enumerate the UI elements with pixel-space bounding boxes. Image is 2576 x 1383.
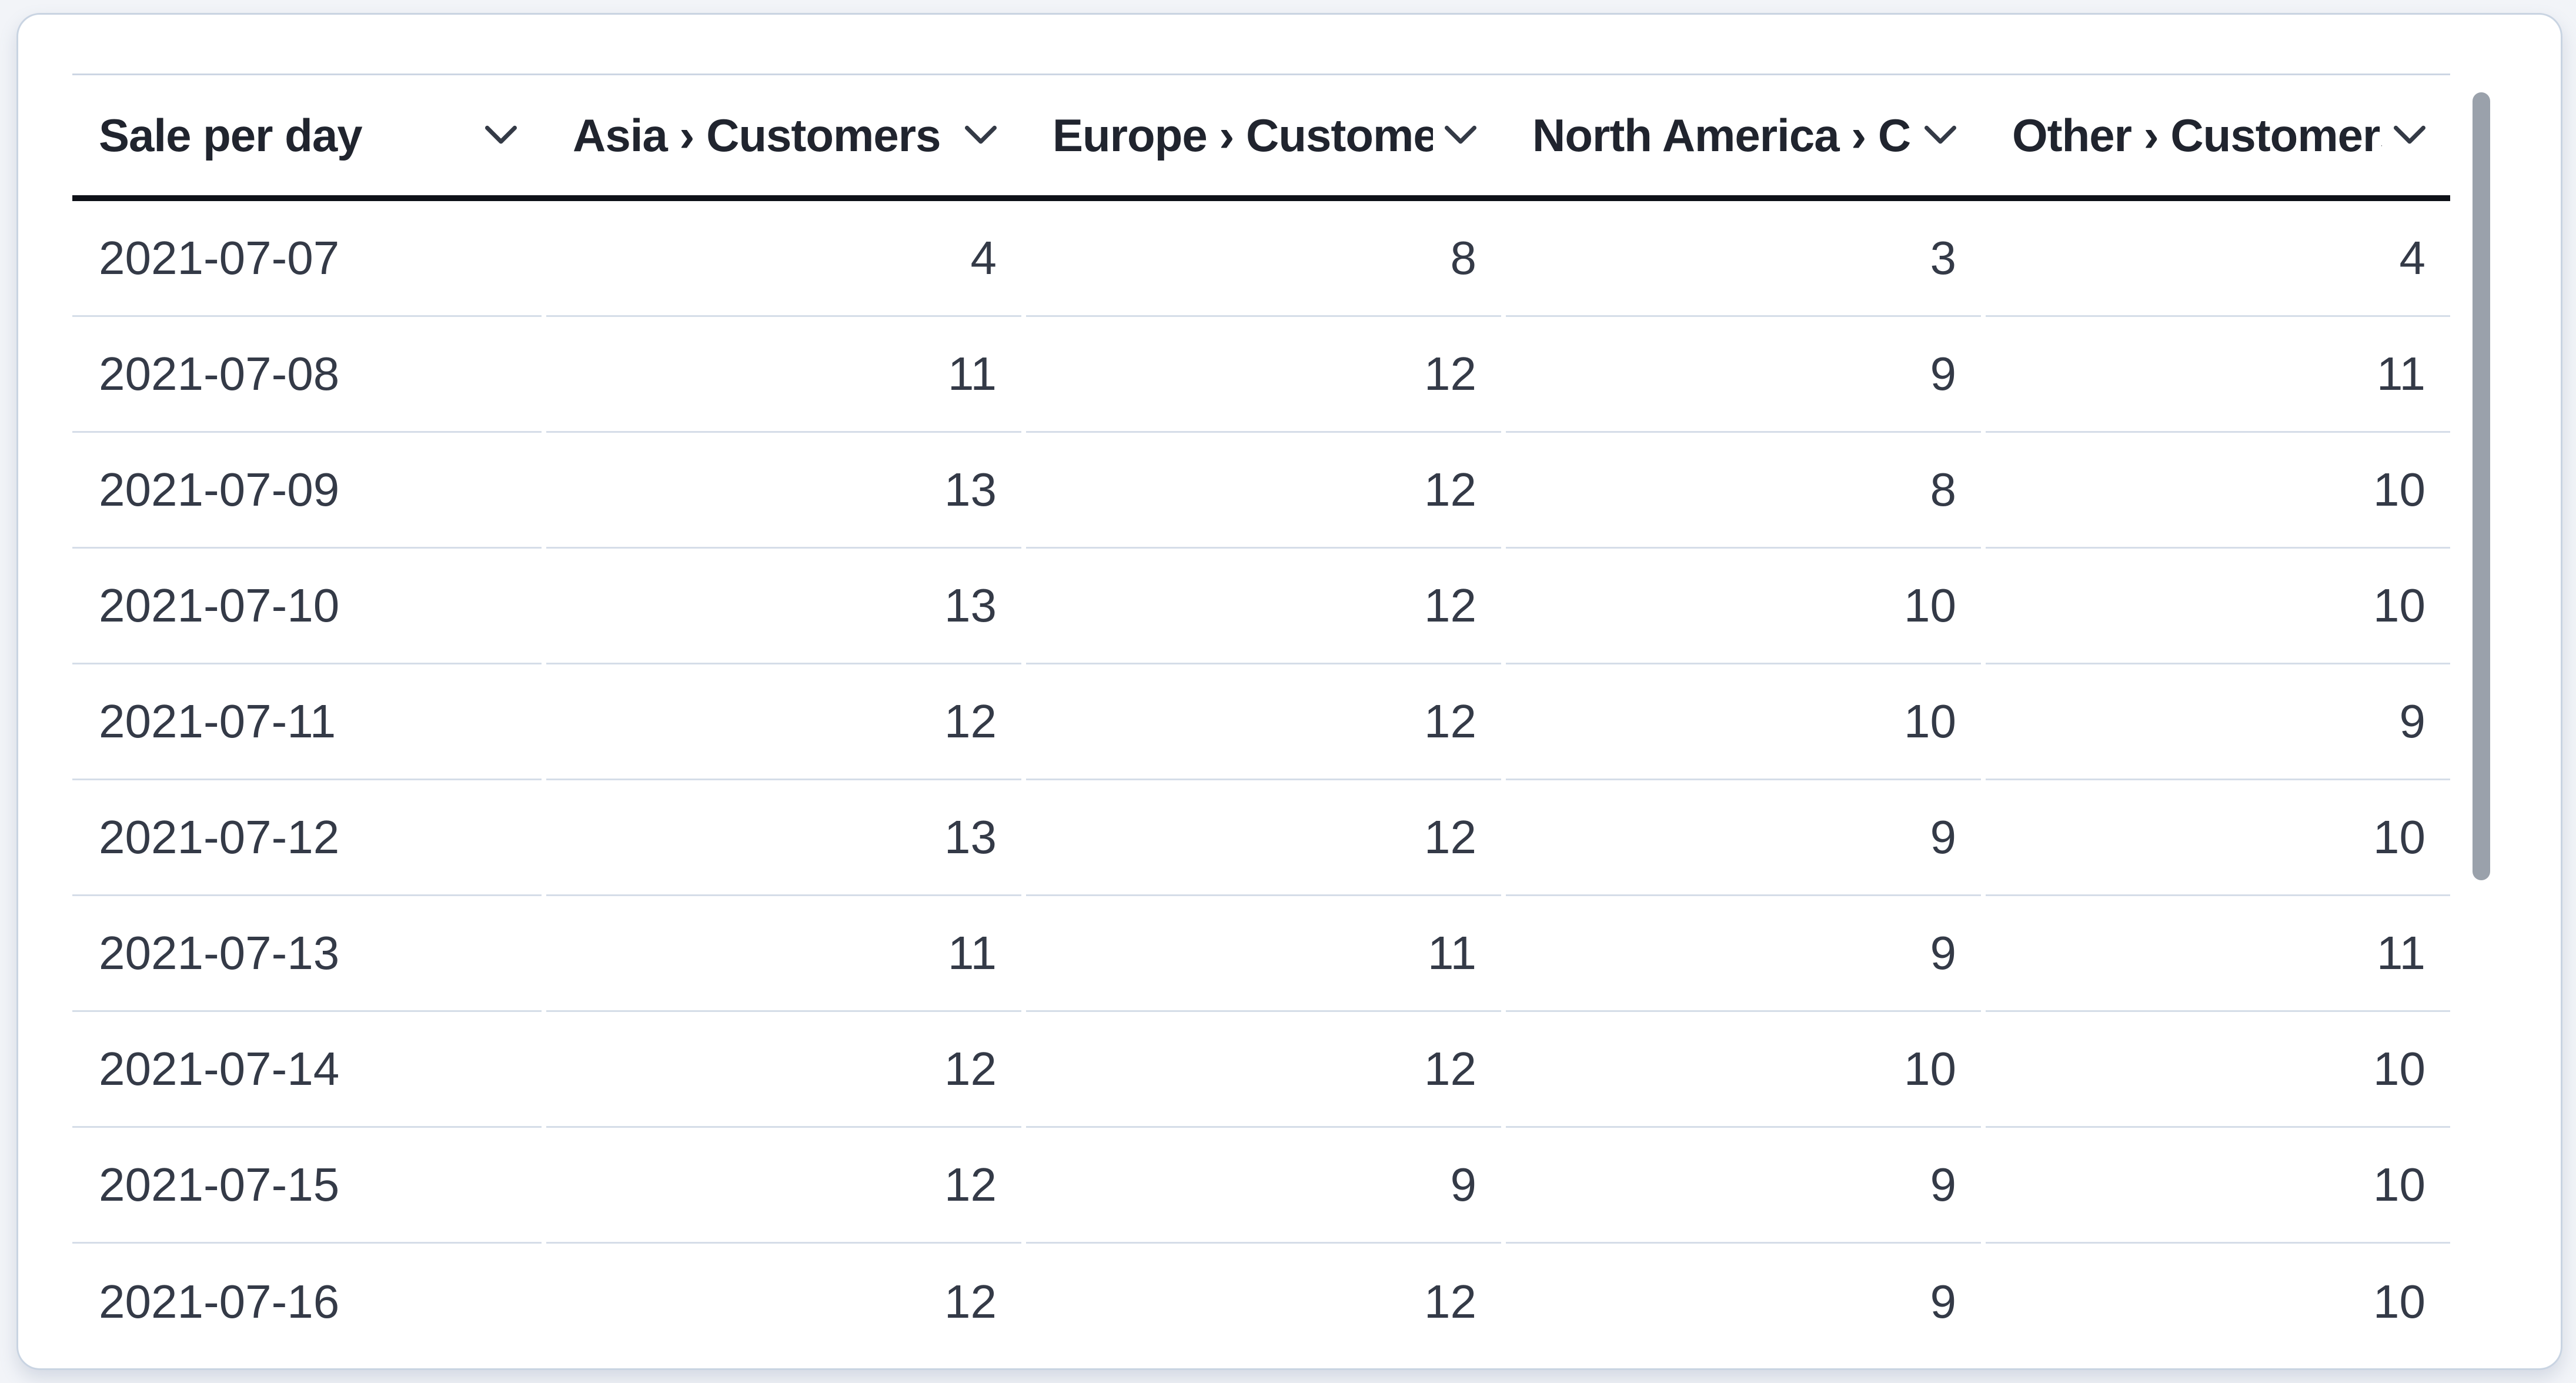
value-cell: 10 (1986, 780, 2450, 896)
value-cell: 4 (546, 201, 1021, 317)
table-body: 2021-07-07 4 8 3 4 2021-07-08 11 12 9 11 2021-07-0… (72, 201, 2450, 1359)
value-cell: 9 (1986, 664, 2450, 780)
value-cell: 4 (1986, 201, 2450, 317)
value-cell: 12 (1026, 1012, 1501, 1128)
column-header-asia[interactable]: Asia › Customers (546, 75, 1021, 195)
column-header-sale_per_day[interactable]: Sale per day (72, 75, 542, 195)
table-row: 2021-07-13 11 11 9 11 (72, 896, 2450, 1012)
date-cell: 2021-07-11 (72, 664, 542, 780)
date-cell: 2021-07-12 (72, 780, 542, 896)
table-row: 2021-07-10 13 12 10 10 (72, 549, 2450, 664)
value-cell: 12 (944, 1275, 997, 1328)
table-row: 2021-07-15 12 9 9 10 (72, 1128, 2450, 1244)
value-cell: 9 (1506, 780, 1981, 896)
table-row: 2021-07-16 12 12 9 10 (72, 1244, 2450, 1359)
column-header-label: Sale per day (99, 109, 363, 161)
value-cell: 11 (546, 317, 1021, 433)
value-cell: 9 (1506, 896, 1981, 1012)
value-cell: 11 (1986, 896, 2450, 1012)
table-panel: Sale per day Asia › Customers Europe › Cus… (16, 13, 2562, 1370)
value-cell: 9 (1506, 1128, 1981, 1244)
value-cell: 9 (1026, 1128, 1501, 1244)
value-cell: 13 (546, 433, 1021, 549)
value-cell: 12 (546, 1012, 1021, 1128)
value-cell: 10 (1986, 433, 2450, 549)
data-table: Sale per day Asia › Customers Europe › Cus… (72, 74, 2450, 1359)
value-cell: 12 (1026, 780, 1501, 896)
date-cell: 2021-07-10 (72, 549, 542, 664)
value-cell: 12 (1026, 317, 1501, 433)
value-cell: 11 (546, 896, 1021, 1012)
value-cell: 8 (1026, 201, 1501, 317)
date-cell: 2021-07-16 (99, 1275, 340, 1328)
table-header-row: Sale per day Asia › Customers Europe › Cus… (72, 74, 2450, 201)
table-row: 2021-07-14 12 12 10 10 (72, 1012, 2450, 1128)
value-cell: 12 (1026, 433, 1501, 549)
column-header-label: North America › Customers (1532, 109, 1913, 161)
value-cell: 9 (1930, 1275, 1957, 1328)
chevron-down-icon[interactable] (1444, 125, 1478, 146)
value-cell: 13 (546, 780, 1021, 896)
value-cell: 12 (546, 1128, 1021, 1244)
chevron-down-icon[interactable] (484, 125, 518, 146)
value-cell: 10 (1506, 1012, 1981, 1128)
vertical-scrollbar-thumb[interactable] (2473, 92, 2490, 880)
column-header-north_america[interactable]: North America › Customers (1506, 75, 1981, 195)
column-header-europe[interactable]: Europe › Customers (1026, 75, 1501, 195)
date-cell: 2021-07-09 (72, 433, 542, 549)
date-cell: 2021-07-15 (72, 1128, 542, 1244)
chevron-down-icon[interactable] (964, 125, 998, 146)
chevron-down-icon[interactable] (1923, 125, 1957, 146)
value-cell: 10 (1986, 549, 2450, 664)
column-header-other[interactable]: Other › Customers (1986, 75, 2450, 195)
value-cell: 10 (1506, 664, 1981, 780)
table-row: 2021-07-11 12 12 10 9 (72, 664, 2450, 780)
value-cell: 11 (1986, 317, 2450, 433)
column-header-label: Asia › Customers (573, 109, 941, 161)
value-cell: 9 (1506, 317, 1981, 433)
date-cell: 2021-07-13 (72, 896, 542, 1012)
table-row: 2021-07-12 13 12 9 10 (72, 780, 2450, 896)
column-header-label: Other › Customers (2012, 109, 2382, 161)
value-cell: 10 (2373, 1275, 2425, 1328)
value-cell: 10 (1986, 1128, 2450, 1244)
value-cell: 12 (1026, 549, 1501, 664)
value-cell: 12 (1424, 1275, 1476, 1328)
value-cell: 10 (1506, 549, 1981, 664)
value-cell: 3 (1506, 201, 1981, 317)
value-cell: 11 (1026, 896, 1501, 1012)
date-cell: 2021-07-07 (72, 201, 542, 317)
table-row: 2021-07-09 13 12 8 10 (72, 433, 2450, 549)
value-cell: 12 (546, 664, 1021, 780)
value-cell: 10 (1986, 1012, 2450, 1128)
value-cell: 12 (1026, 664, 1501, 780)
table-row: 2021-07-07 4 8 3 4 (72, 201, 2450, 317)
table-row: 2021-07-08 11 12 9 11 (72, 317, 2450, 433)
chevron-down-icon[interactable] (2393, 125, 2427, 146)
date-cell: 2021-07-08 (72, 317, 542, 433)
date-cell: 2021-07-14 (72, 1012, 542, 1128)
column-header-label: Europe › Customers (1053, 109, 1433, 161)
value-cell: 8 (1506, 433, 1981, 549)
value-cell: 13 (546, 549, 1021, 664)
